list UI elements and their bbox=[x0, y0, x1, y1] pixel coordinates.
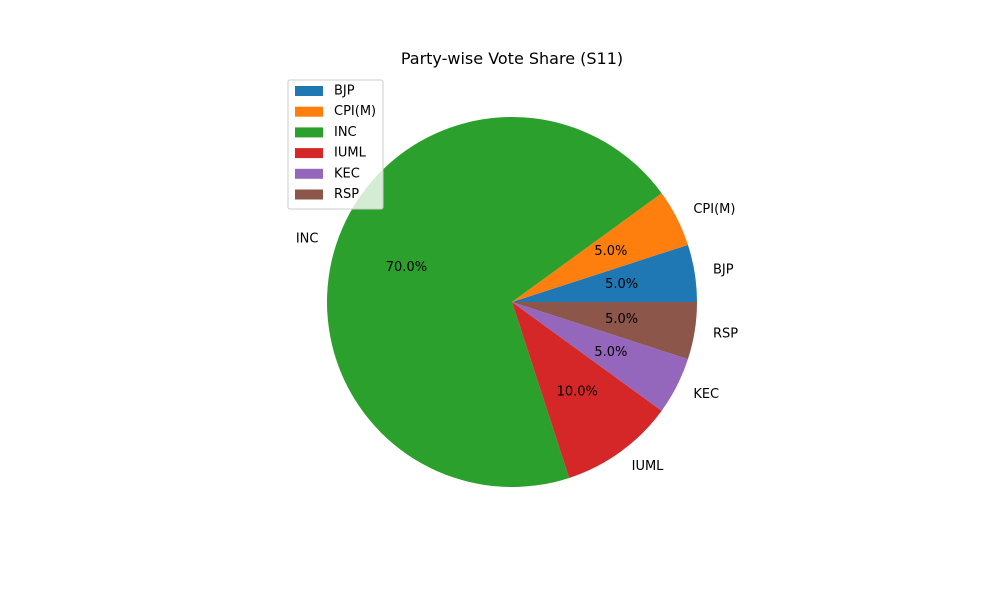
percent-label-inc: 70.0% bbox=[386, 260, 427, 275]
pie-slices bbox=[327, 117, 697, 488]
percent-label-cpi-m: 5.0% bbox=[594, 244, 627, 259]
pie-slice-rsp bbox=[512, 302, 697, 360]
pie-slice-bjp bbox=[512, 244, 697, 302]
legend-swatch-bjp bbox=[295, 86, 323, 96]
chart-title: Party-wise Vote Share (S11) bbox=[401, 49, 623, 68]
pie-slice-cpi-m bbox=[512, 193, 688, 302]
pie-slice-inc bbox=[327, 117, 662, 488]
legend-swatch-cpi-m bbox=[295, 106, 323, 117]
slice-label-bjp: BJP bbox=[713, 263, 734, 278]
slice-label-rsp: RSP bbox=[713, 326, 738, 341]
legend: BJP CPI(M) INC IUML KEC RSP bbox=[287, 79, 384, 210]
slice-labels: BJP CPI(M) INC IUML KEC RSP bbox=[296, 202, 738, 474]
percent-label-bjp: 5.0% bbox=[605, 277, 638, 292]
percent-labels: 5.0% 5.0% 70.0% 10.0% 5.0% 5.0% bbox=[386, 244, 638, 399]
percent-label-iuml: 10.0% bbox=[557, 384, 598, 399]
slice-label-inc: INC bbox=[296, 232, 319, 247]
percent-label-rsp: 5.0% bbox=[605, 312, 638, 327]
pie-slice-kec bbox=[512, 302, 688, 411]
pie-slice-iuml bbox=[512, 302, 662, 478]
legend-swatch-rsp bbox=[295, 189, 323, 200]
legend-label-bjp: BJP bbox=[334, 84, 355, 99]
legend-label-cpi-m: CPI(M) bbox=[334, 104, 376, 119]
legend-label-kec: KEC bbox=[334, 166, 360, 181]
slice-label-cpi-m: CPI(M) bbox=[693, 202, 735, 217]
slice-label-iuml: IUML bbox=[632, 459, 665, 474]
percent-label-kec: 5.0% bbox=[594, 345, 627, 360]
slice-label-kec: KEC bbox=[693, 387, 719, 402]
legend-label-rsp: RSP bbox=[334, 187, 359, 202]
legend-label-inc: INC bbox=[334, 125, 357, 140]
legend-swatch-iuml bbox=[295, 148, 323, 159]
legend-swatch-inc bbox=[295, 127, 323, 138]
legend-label-iuml: IUML bbox=[334, 146, 367, 161]
legend-swatch-kec bbox=[295, 168, 323, 179]
